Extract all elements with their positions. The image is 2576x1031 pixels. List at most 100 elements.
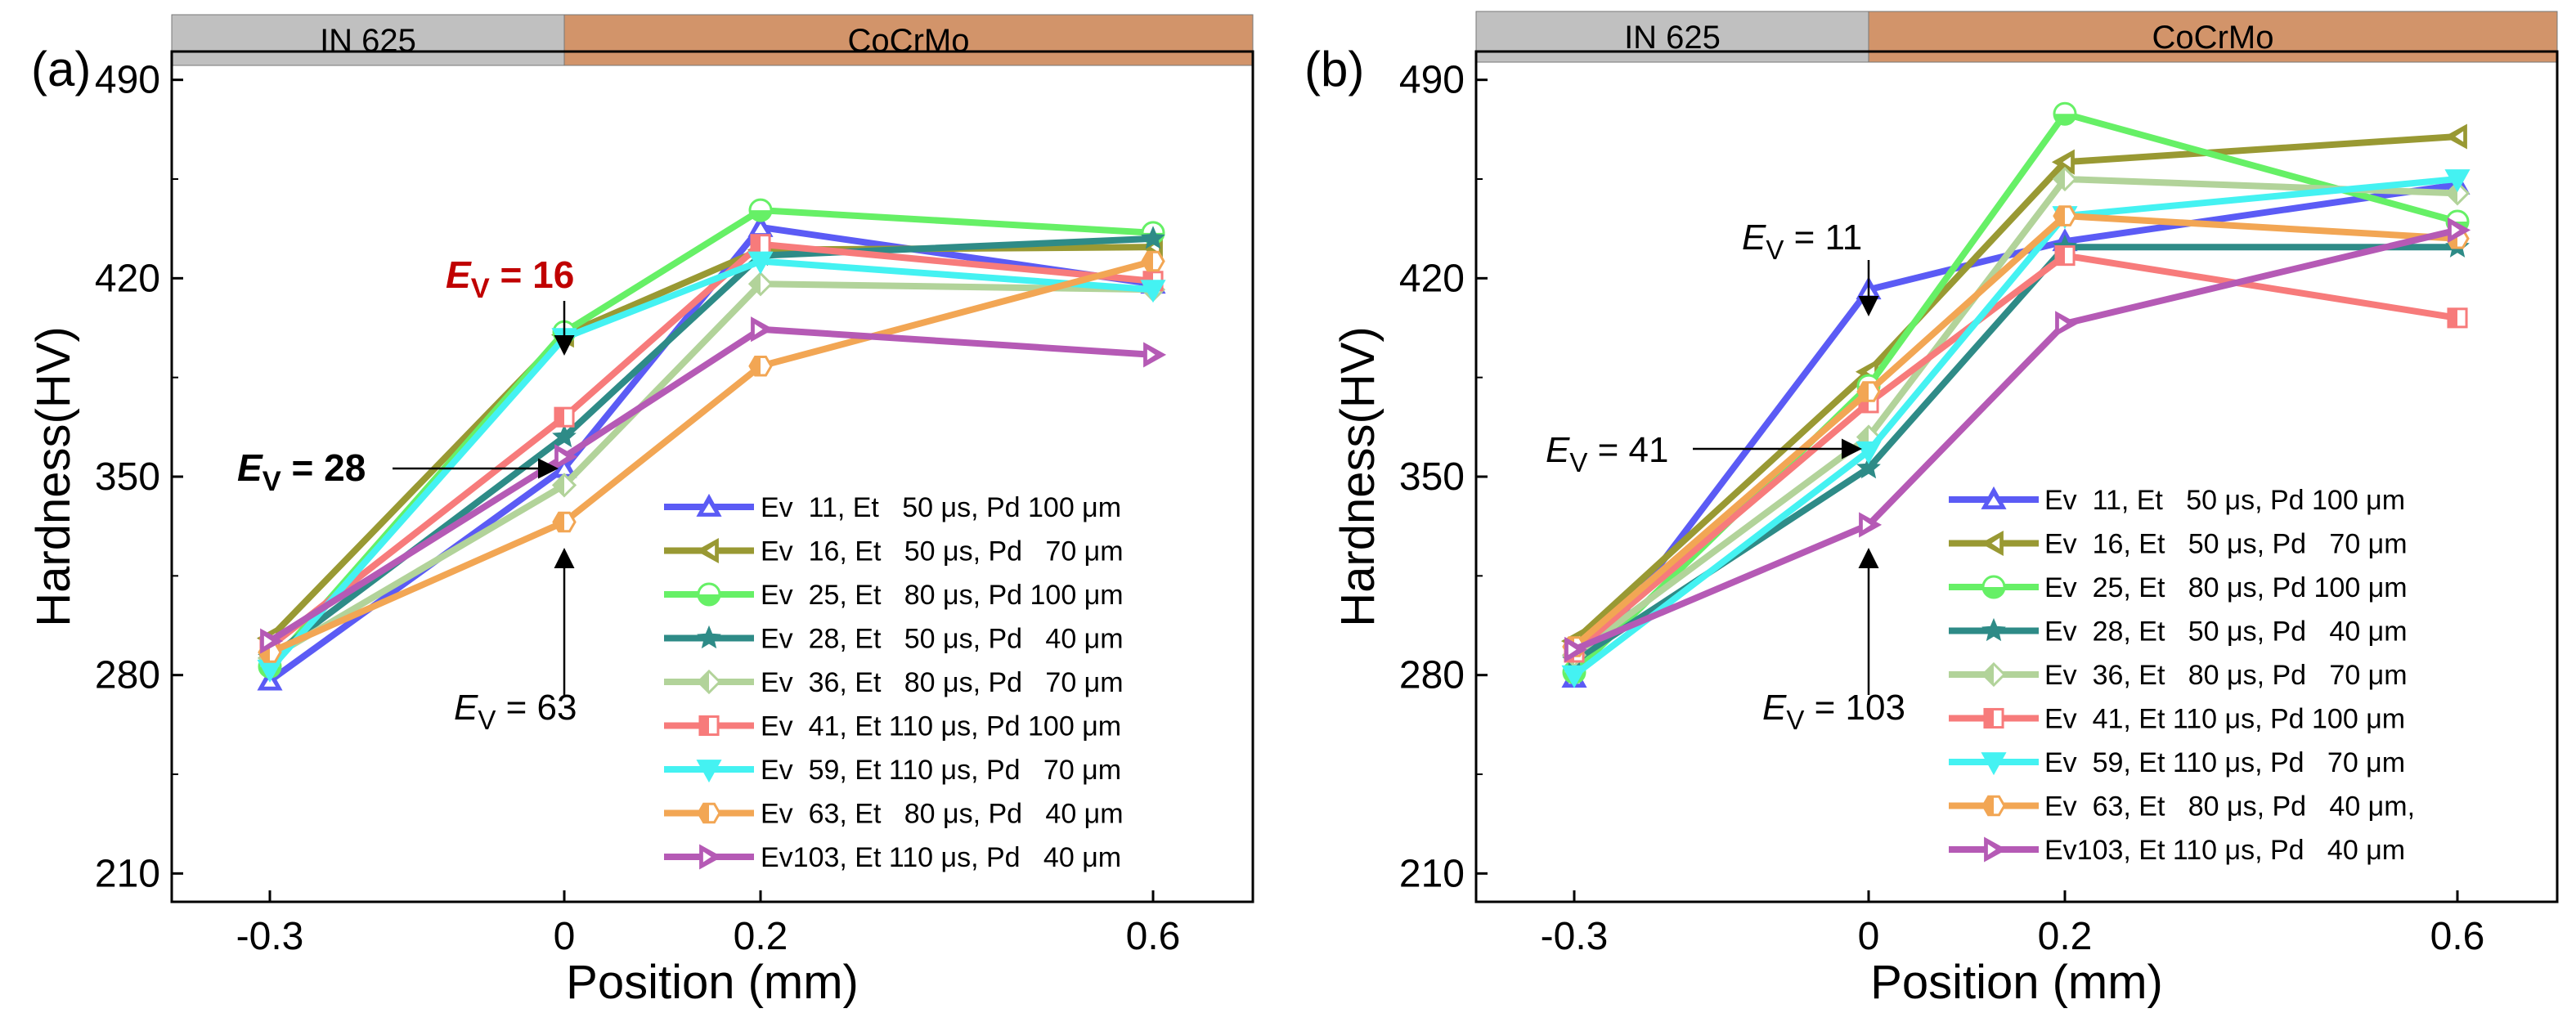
chart-panel-a: IN 625 CoCrMo (a) 210 280 350 420 490 -0.3 0 0.2 0.… xyxy=(27,14,1254,1009)
material-band-label: CoCrMo xyxy=(2152,20,2274,56)
legend-marker-hl xyxy=(707,545,716,556)
data-point-half xyxy=(2448,308,2457,327)
data-point-hl xyxy=(558,464,571,474)
annotation-label-symbol: E xyxy=(454,688,478,728)
legend-marker xyxy=(696,760,722,783)
data-point xyxy=(1561,665,1587,688)
legend-entry: Ev 25, Et 80 μs, Pd 100 μm xyxy=(2044,572,2408,603)
series-3 xyxy=(1562,234,2470,671)
series-line xyxy=(1571,226,2461,653)
annotation-label: EV = 103 xyxy=(1762,688,1905,735)
annotation-label-value: = 28 xyxy=(281,446,366,489)
x-axis-title: Position (mm) xyxy=(1870,956,2163,1009)
y-tick-label: 210 xyxy=(1399,852,1465,895)
series-line xyxy=(267,325,1156,645)
legend-entry: Ev 11, Et 50 μs, Pd 100 μm xyxy=(2044,485,2405,516)
data-point-hl xyxy=(2062,156,2071,168)
legend: Ev 11, Et 50 μs, Pd 100 μm Ev 16, Et 50 μ… xyxy=(1949,485,2415,866)
data-point-half xyxy=(750,273,761,295)
legend-entry: Ev 63, Et 80 μs, Pd 40 μm xyxy=(761,799,1124,830)
data-point-half xyxy=(1142,252,1153,271)
x-tick-label: 0.6 xyxy=(2430,915,2485,958)
legend-marker-half xyxy=(698,804,709,823)
legend-marker xyxy=(1981,617,2006,642)
legend: Ev 11, Et 50 μs, Pd 100 μm Ev 16, Et 50 μ… xyxy=(664,492,1124,873)
material-band xyxy=(171,14,565,66)
legend-marker-half xyxy=(1983,664,1994,685)
x-tick-label: -0.3 xyxy=(1541,915,1609,958)
legend-entry: Ev 59, Et 110 μs, Pd 70 μm xyxy=(2044,747,2405,778)
legend-entry: Ev 41, Et 110 μs, Pd 100 μm xyxy=(2044,704,2405,735)
series-8 xyxy=(260,316,1167,654)
annotation-label-value: = 41 xyxy=(1587,430,1668,470)
data-point-hl xyxy=(1866,366,1875,378)
annotation-label-subscript: V xyxy=(1786,705,1804,735)
material-band xyxy=(563,14,1254,66)
data-point xyxy=(747,251,774,275)
data-point-hl xyxy=(1147,349,1156,361)
data-point-hl xyxy=(2451,224,2460,235)
data-point-half xyxy=(2054,206,2065,226)
legend-entry: Ev 11, Et 50 μs, Pd 100 μm xyxy=(761,492,1121,523)
data-point-half xyxy=(554,513,564,531)
legend-marker-half xyxy=(698,594,720,605)
data-point-half xyxy=(1858,382,1869,401)
legend-marker-hl xyxy=(1987,495,2000,506)
x-tick-label: 0.6 xyxy=(1126,915,1181,958)
legend-entry: Ev 36, Et 80 μs, Pd 70 μm xyxy=(761,667,1124,698)
data-point-hl xyxy=(1862,519,1871,531)
legend-marker-half xyxy=(1983,587,2004,598)
y-tick-label: 420 xyxy=(95,257,160,300)
x-tick-label: -0.3 xyxy=(236,915,304,958)
data-point-half xyxy=(554,408,564,427)
data-point-hl xyxy=(1568,643,1577,655)
legend-entry: Ev 25, Et 80 μs, Pd 100 μm xyxy=(761,580,1124,611)
legend-marker-hl xyxy=(702,503,716,513)
panel-label: (a) xyxy=(31,42,91,96)
data-point-half xyxy=(1859,393,1869,412)
legend-entry: Ev 28, Et 50 μs, Pd 40 μm xyxy=(761,624,1124,655)
series-line xyxy=(1571,176,2461,679)
annotation-label-value: = 16 xyxy=(490,253,575,296)
legend-marker-hl xyxy=(702,851,711,863)
annotation-label-subscript: V xyxy=(478,705,496,735)
annotation-label-symbol: E xyxy=(237,446,263,489)
series-line xyxy=(267,258,1156,656)
material-band-label: CoCrMo xyxy=(848,23,970,59)
legend-marker-hl xyxy=(1987,844,1996,855)
x-tick-label: 0.2 xyxy=(2038,915,2093,958)
annotation-label: EV = 41 xyxy=(1546,430,1668,477)
series-line xyxy=(267,240,1156,650)
series-6 xyxy=(257,251,1166,683)
data-point xyxy=(2444,169,2471,193)
series-line xyxy=(267,258,1156,673)
data-point xyxy=(1856,455,1881,479)
legend-entry: Ev 28, Et 50 μs, Pd 40 μm xyxy=(2044,616,2408,648)
legend-entry: Ev103, Et 110 μs, Pd 40 μm xyxy=(761,842,1121,873)
legend-marker xyxy=(697,625,721,649)
data-point-half xyxy=(554,474,564,496)
legend-entry: Ev 16, Et 50 μs, Pd 70 μm xyxy=(2044,529,2408,560)
legend-marker-half xyxy=(1984,709,1994,728)
data-point-half xyxy=(2447,182,2457,204)
y-tick-label: 490 xyxy=(95,59,160,102)
y-tick-label: 350 xyxy=(1399,455,1465,499)
series-8 xyxy=(1564,217,2471,663)
series-line xyxy=(1571,213,2461,650)
data-point-hl xyxy=(558,451,567,463)
material-band xyxy=(1868,11,2558,63)
y-tick-label: 490 xyxy=(1399,59,1465,102)
annotation-label-subscript: V xyxy=(1569,447,1587,477)
annotation-label-subscript: V xyxy=(471,273,490,304)
legend-marker xyxy=(1981,752,2007,776)
data-point-hl xyxy=(754,324,763,335)
series-line xyxy=(267,280,1156,661)
annotation-label: EV = 16 xyxy=(446,253,574,304)
data-point-half xyxy=(2054,168,2065,190)
data-point-half xyxy=(2055,246,2065,265)
material-band-label: IN 625 xyxy=(320,23,416,59)
y-tick-label: 280 xyxy=(95,654,160,697)
material-band-label: IN 625 xyxy=(1624,20,1721,56)
legend-marker-half xyxy=(698,671,709,693)
annotation-label-symbol: E xyxy=(1742,217,1766,258)
